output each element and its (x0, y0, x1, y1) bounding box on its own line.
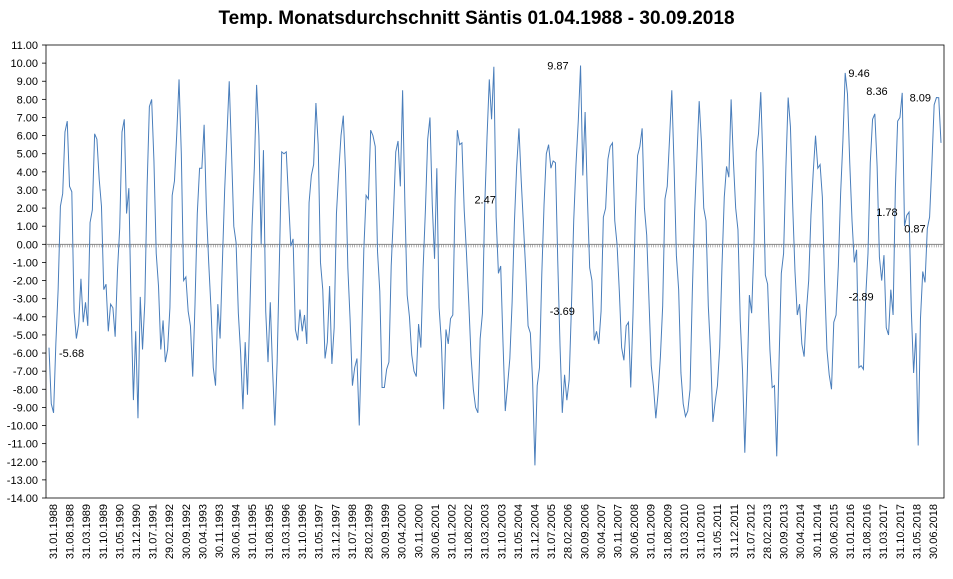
y-tick-label: -6.00 (13, 348, 38, 360)
x-tick-label: 29.02.1992 (164, 504, 176, 559)
x-tick-label: 31.05.2011 (712, 504, 724, 558)
y-tick-label: -4.00 (13, 312, 38, 324)
y-tick-label: 8.00 (17, 94, 38, 106)
y-tick-label: 11.00 (11, 40, 38, 52)
x-tick-label: 31.10.1996 (297, 504, 309, 559)
data-label: 1.78 (876, 207, 897, 219)
y-tick-label: 10.00 (10, 58, 38, 70)
x-tick-label: 28.02.2006 (563, 504, 575, 559)
y-tick-label: -3.00 (13, 294, 38, 306)
x-tick-label: 31.12.2011 (729, 504, 741, 558)
x-tick-label: 28.02.1999 (363, 504, 375, 559)
x-tick-label: 31.01.2016 (845, 504, 857, 559)
y-tick-label: 6.00 (17, 131, 38, 143)
x-tick-label: 30.09.2006 (579, 504, 591, 559)
data-label: 9.46 (848, 68, 869, 80)
y-tick-label: -10.00 (7, 421, 38, 433)
x-tick-label: 31.08.2002 (463, 504, 475, 559)
x-tick-label: 30.11.2007 (613, 504, 625, 558)
x-tick-label: 30.06.2015 (828, 504, 840, 559)
x-tick-label: 31.12.1997 (330, 504, 342, 559)
x-tick-label: 31.05.1990 (114, 504, 126, 559)
data-label: 8.36 (866, 86, 887, 98)
x-tick-label: 30.09.2013 (779, 504, 791, 559)
x-tick-label: 31.05.2018 (911, 504, 923, 559)
data-label: 9.87 (547, 60, 568, 72)
data-label: -5.68 (59, 348, 84, 360)
x-tick-label: 31.01.1995 (247, 504, 259, 559)
y-tick-label: 0.00 (17, 239, 38, 251)
x-tick-label: 31.10.2017 (895, 504, 907, 559)
x-tick-label: 30.09.1992 (181, 504, 193, 559)
x-tick-label: 31.12.2004 (530, 504, 542, 559)
x-tick-label: 31.08.1988 (65, 504, 77, 559)
x-tick-label: 31.03.2003 (480, 504, 492, 559)
y-tick-label: 9.00 (17, 76, 38, 88)
y-tick-label: -7.00 (13, 366, 38, 378)
x-tick-label: 31.05.2004 (513, 504, 525, 559)
y-tick-label: -1.00 (13, 257, 38, 269)
x-tick-label: 30.06.2008 (629, 504, 641, 559)
data-label: -2.89 (849, 292, 874, 304)
x-tick-label: 31.07.1991 (148, 504, 160, 559)
data-label: 0.87 (904, 224, 925, 236)
x-tick-label: 31.03.1989 (81, 504, 93, 559)
x-tick-label: 31.01.2009 (646, 504, 658, 559)
y-tick-label: -11.00 (8, 439, 38, 451)
x-tick-label: 31.10.2003 (496, 504, 508, 559)
x-tick-label: 30.06.2018 (928, 504, 940, 559)
y-tick-label: 2.00 (17, 203, 38, 215)
x-tick-label: 31.01.1988 (48, 504, 60, 559)
x-tick-label: 31.03.1996 (280, 504, 292, 559)
data-label: -3.69 (550, 306, 575, 318)
data-label: 8.09 (910, 93, 931, 105)
y-tick-label: 3.00 (17, 185, 38, 197)
x-tick-label: 30.11.2000 (413, 504, 425, 558)
x-tick-label: 31.07.1998 (347, 504, 359, 559)
y-tick-label: -2.00 (13, 276, 38, 288)
x-tick-label: 31.05.1997 (314, 504, 326, 559)
y-tick-label: -5.00 (13, 330, 38, 342)
x-tick-label: 30.06.1994 (231, 504, 243, 559)
x-tick-label: 30.06.2001 (430, 504, 442, 559)
x-tick-label: 31.03.2010 (679, 504, 691, 559)
x-tick-label: 31.08.2009 (662, 504, 674, 559)
y-tick-label: 1.00 (17, 221, 38, 233)
x-tick-label: 31.10.1989 (98, 504, 110, 559)
chart-title: Temp. Monatsdurchschnitt Säntis 01.04.19… (218, 8, 735, 29)
y-tick-label: 7.00 (17, 112, 38, 124)
y-tick-label: -8.00 (13, 384, 38, 396)
plot-area (45, 44, 945, 499)
series-line (48, 65, 942, 466)
x-tick-label: 31.03.2017 (878, 504, 890, 559)
x-tick-label: 31.07.2005 (546, 504, 558, 559)
data-label: 2.47 (474, 195, 495, 207)
x-tick-label: 30.04.2014 (795, 504, 807, 559)
y-tick-label: 4.00 (17, 167, 38, 179)
y-tick-label: -9.00 (13, 402, 38, 414)
x-tick-label: 28.02.2013 (762, 504, 774, 559)
y-tick-label: -14.00 (7, 493, 38, 505)
x-tick-label: 31.10.2010 (696, 504, 708, 559)
y-tick-label: 5.00 (17, 149, 38, 161)
y-tick-label: -13.00 (7, 475, 38, 487)
x-tick-label: 30.11.2014 (812, 504, 824, 558)
x-tick-label: 30.04.2007 (596, 504, 608, 559)
x-tick-label: 31.08.2016 (862, 504, 874, 559)
x-tick-label: 31.12.1990 (131, 504, 143, 559)
y-tick-label: -12.00 (7, 457, 38, 469)
x-tick-label: 30.04.2000 (397, 504, 409, 559)
x-tick-label: 31.01.2002 (446, 504, 458, 559)
x-tick-label: 31.07.2012 (745, 504, 757, 559)
x-tick-label: 30.04.1993 (197, 504, 209, 559)
x-tick-label: 30.09.1999 (380, 504, 392, 559)
x-tick-label: 30.11.1993 (214, 504, 226, 558)
x-tick-label: 31.08.1995 (264, 504, 276, 559)
